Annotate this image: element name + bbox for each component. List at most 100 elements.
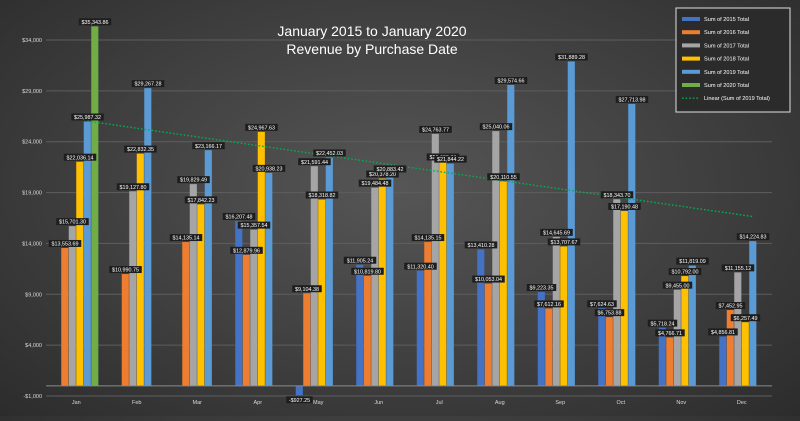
trendline [87,120,754,218]
bar [507,85,515,386]
bar [545,308,553,386]
data-label: $25,040.06 [483,125,510,131]
bar [265,172,273,386]
data-label: $14,224.83 [740,235,767,241]
data-label: $23,166.17 [195,144,222,150]
bar [719,336,727,386]
data-label: $21,591.44 [301,160,328,166]
bar [605,317,613,386]
bar [197,204,205,386]
bar [620,210,628,386]
data-label-bg [472,275,505,283]
data-label-bg [292,285,322,293]
data-label-bg [540,228,573,236]
data-label-bg [419,125,452,133]
data-label: $6,753.88 [598,311,622,317]
data-label: $9,104.38 [295,287,319,293]
data-label-bg [608,202,641,210]
data-label: $9,455.00 [666,283,690,289]
bar [552,236,560,386]
legend-swatch [682,83,700,87]
bar [681,276,689,386]
x-tick-label: Jul [436,400,443,406]
data-label: $13,553.69 [52,242,79,248]
y-tick-label: $19,000 [22,191,42,197]
data-label: $15,701.30 [59,220,86,226]
data-label-bg [192,142,225,150]
bar [567,61,575,386]
bar [749,241,757,386]
data-label-bg [116,183,150,191]
data-label: $29,574.66 [498,79,525,85]
x-tick-label: Feb [132,400,141,406]
bar [371,187,379,386]
legend-swatch [682,69,700,74]
legend-label: Sum of 2016 Total [704,30,749,36]
data-label-bg [615,95,649,103]
data-label-bg [494,77,528,85]
data-label: $16,207.48 [226,215,253,221]
bar [129,191,137,386]
data-label: $22,036.14 [67,155,94,161]
bar [416,270,424,386]
data-label: $10,819.80 [354,269,381,275]
bar [628,103,636,386]
data-label: -$927.25 [289,398,310,404]
data-label: $18,343.70 [604,193,631,199]
data-label-bg [237,221,271,229]
bar [325,157,333,386]
bar [688,265,696,386]
data-label: $11,905.24 [347,258,374,264]
data-label-bg [56,218,89,226]
bar [673,289,681,386]
y-tick-label: $9,000 [25,292,42,298]
trendline-2019 [87,120,754,218]
data-label-bg [715,302,746,310]
bar [424,242,432,386]
data-label: $20,938.23 [256,166,283,172]
data-label-bg [252,164,286,172]
data-label-bg [487,173,520,181]
legend-label: Sum of 2019 Total [704,70,749,76]
chart-subtitle: Revenue by Purchase Date [286,41,457,57]
data-label-bg [298,158,331,166]
data-label: $20,110.55 [490,175,517,181]
bar [144,88,152,386]
data-label: $20,378.20 [369,172,396,178]
y-tick-label: $29,000 [22,89,42,95]
data-label-bg [109,266,142,274]
data-label: $9,223.35 [530,286,554,292]
data-label-bg [305,191,339,199]
data-label-bg [676,257,709,265]
data-label: $17,842.23 [188,198,215,204]
data-label: $15,357.54 [241,223,268,229]
y-tick-label: $4,000 [25,343,42,349]
data-label: $7,624.63 [590,302,614,308]
legend: Sum of 2015 Total Sum of 2016 Total Sum of… [675,7,791,113]
bar [250,229,258,386]
legend-label: Sum of 2017 Total [704,43,749,49]
data-label: $11,819.09 [679,259,706,265]
bar [726,310,734,386]
bar [303,293,311,386]
data-label: $10,990.75 [112,268,139,274]
data-label-bg [48,239,82,247]
legend-label: Sum of 2020 Total [704,83,749,89]
data-label-bg [730,314,761,322]
y-tick-label: -$1,000 [23,394,42,400]
data-label: $4,856.81 [711,330,735,336]
data-label-bg [526,284,557,292]
data-label-bg [736,233,770,241]
data-label-bg [721,264,755,272]
data-label-bg [547,238,581,246]
bar [363,275,371,386]
data-label: $19,829.49 [180,178,207,184]
data-label-bg [404,262,437,270]
bars [61,26,757,396]
data-label-bg [286,396,313,404]
bar [61,247,69,386]
data-label-bg [534,300,564,308]
chart-title: January 2015 to January 2020 [277,23,466,39]
legend-label: Sum of 2015 Total [704,17,749,23]
